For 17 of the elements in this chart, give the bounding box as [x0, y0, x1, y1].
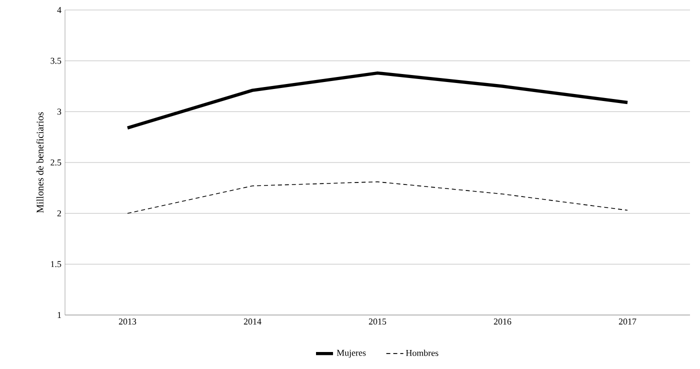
x-tick-label: 2017 [618, 318, 636, 325]
y-tick-label: 4 [57, 7, 62, 13]
legend-label: Hombres [406, 350, 438, 356]
line-series [127, 181, 628, 214]
x-tick-label: 2014 [244, 318, 262, 325]
legend-label: Mujeres [336, 350, 366, 358]
line-series [126, 71, 630, 130]
y-tick-label: 1 [58, 312, 61, 318]
x-tick-label: 2015 [368, 318, 386, 325]
y-tick-label: 2 [57, 210, 61, 216]
y-tick-label: 3.5 [50, 58, 62, 64]
y-tick-label: 2.5 [50, 159, 62, 166]
y-axis-title: Millones de beneficiarios [36, 112, 44, 213]
y-tick-label: 1.5 [51, 261, 62, 268]
x-tick-label: 2013 [118, 318, 136, 325]
y-tick-label: 3 [57, 108, 62, 115]
x-tick-label: 2016 [494, 318, 512, 325]
